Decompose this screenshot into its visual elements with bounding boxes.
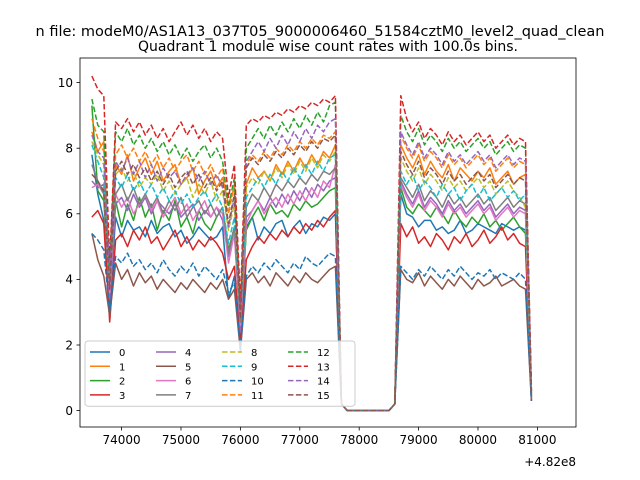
legend-label-4: 4	[185, 348, 191, 359]
x-tick-label: 77000	[281, 433, 319, 447]
series-line-15	[91, 134, 533, 412]
series-line-12	[91, 98, 533, 412]
series-line-8	[91, 141, 533, 412]
legend-label-2: 2	[119, 377, 125, 388]
x-tick-label: 76000	[221, 433, 259, 447]
series-line-6	[91, 163, 533, 412]
legend-label-8: 8	[251, 348, 257, 359]
series-line-10	[91, 232, 533, 412]
legend-label-14: 14	[317, 377, 330, 388]
axes-frame	[79, 57, 577, 428]
x-tick-label: 75000	[162, 433, 200, 447]
x-axis: 74000 75000 76000 77000 78000 79000 80000 81000	[102, 427, 556, 447]
series-line-7	[91, 164, 533, 412]
legend-label-13: 13	[317, 362, 330, 373]
series-line-9	[91, 144, 533, 412]
legend-label-3: 3	[119, 391, 125, 402]
x-tick-label: 79000	[399, 433, 437, 447]
series-line-14	[91, 117, 533, 412]
legend-label-6: 6	[185, 377, 191, 388]
series-line-3	[91, 209, 533, 412]
x-tick-label: 78000	[340, 433, 378, 447]
series-line-13	[91, 75, 533, 412]
x-tick-label: 80000	[459, 433, 497, 447]
legend-label-5: 5	[185, 362, 191, 373]
legend-label-15: 15	[317, 391, 330, 402]
x-tick-label: 81000	[518, 433, 556, 447]
series-line-1	[91, 131, 533, 412]
legend-label-9: 9	[251, 362, 257, 373]
y-axis: 0 2 4 6 8 10	[58, 76, 80, 418]
y-tick-label: 4	[65, 273, 73, 287]
figure-suptitle: n file: modeM0/AS1A13_037T05_9000006460_…	[36, 24, 605, 40]
legend-label-12: 12	[317, 348, 330, 359]
y-tick-label: 8	[65, 142, 73, 156]
legend-label-0: 0	[119, 348, 125, 359]
y-tick-label: 2	[65, 338, 73, 352]
series-line-5	[91, 233, 533, 412]
y-tick-label: 6	[65, 207, 73, 221]
y-tick-label: 10	[58, 76, 73, 90]
series-line-0	[91, 154, 533, 412]
legend-label-1: 1	[119, 362, 125, 373]
x-offset-label: +4.82e8	[524, 455, 576, 469]
plot-area	[79, 57, 577, 428]
legend-box	[84, 340, 356, 407]
y-tick-label: 0	[65, 404, 73, 418]
legend-label-10: 10	[251, 377, 264, 388]
series-line-11	[91, 118, 533, 412]
chart-title: Quadrant 1 module wise count rates with …	[138, 39, 518, 55]
x-tick-label: 74000	[102, 433, 140, 447]
legend-label-11: 11	[251, 391, 264, 402]
legend-label-7: 7	[185, 391, 191, 402]
